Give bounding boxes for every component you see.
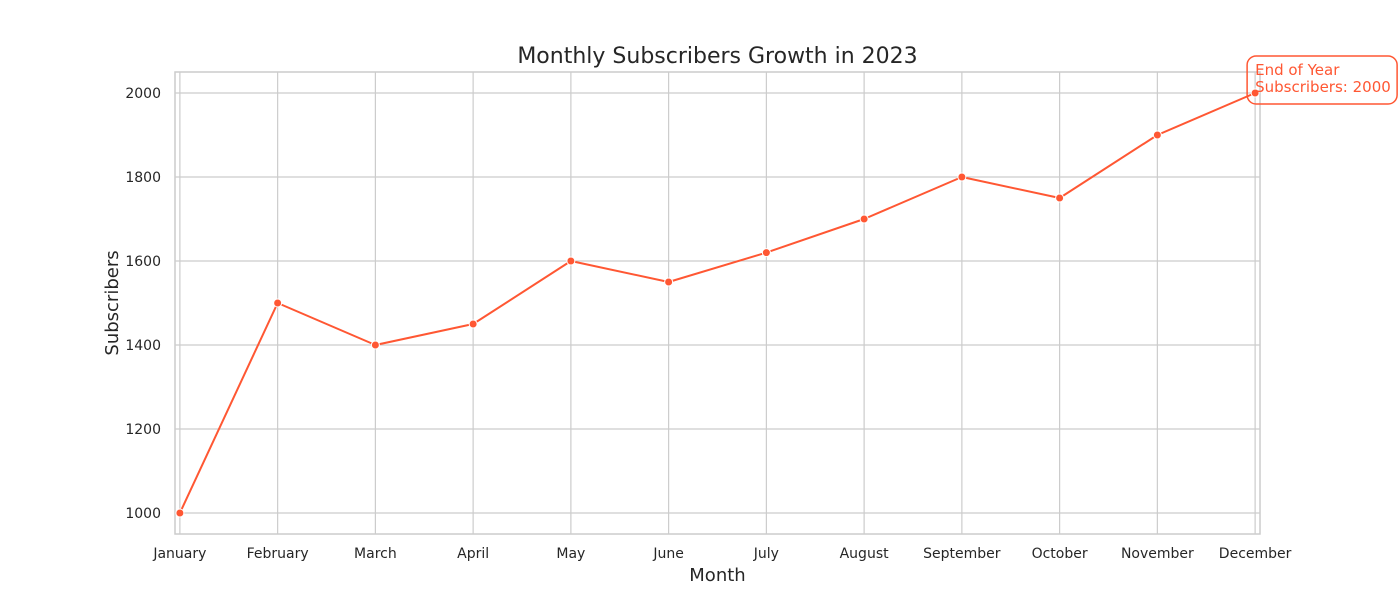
x-tick-label: January [152, 546, 206, 562]
series-line [178, 92, 1256, 514]
y-tick-labels: 1000 1200 1400 1600 1800 2000 [125, 86, 161, 522]
data-point [761, 248, 771, 258]
y-tick-label: 1200 [125, 422, 161, 438]
annotation: End of Year Subscribers: 2000 [1246, 55, 1398, 105]
x-tick-label: November [1121, 546, 1194, 562]
data-point [1152, 130, 1162, 140]
data-point [370, 340, 380, 350]
y-tick-label: 1000 [125, 506, 161, 522]
x-tick-label: February [247, 546, 309, 562]
x-tick-label: October [1032, 546, 1088, 562]
data-point [957, 172, 967, 182]
data-point [273, 298, 283, 308]
y-axis-label: Subscribers [102, 250, 123, 355]
y-tick-label: 1600 [125, 254, 161, 270]
data-point [859, 214, 869, 224]
x-tick-label: August [840, 546, 890, 562]
plot-frame [174, 71, 1261, 535]
x-tick-label: September [923, 546, 1001, 562]
data-point [175, 508, 185, 518]
data-point [664, 277, 674, 287]
x-tick-label: May [556, 546, 585, 562]
data-point [566, 256, 576, 266]
annotation-text: End of Year Subscribers: 2000 [1255, 61, 1391, 96]
annotation-box [1246, 55, 1398, 105]
x-axis-label: Month [689, 565, 745, 586]
x-tick-label: March [354, 546, 397, 562]
data-point [468, 319, 478, 329]
y-tick-label: 2000 [125, 86, 161, 102]
chart-title: Monthly Subscribers Growth in 2023 [517, 44, 917, 69]
x-tick-label: April [457, 546, 489, 562]
y-tick-label: 1800 [125, 170, 161, 186]
x-tick-label: December [1219, 546, 1292, 562]
x-tick-labels: January February March April May June July Augu… [152, 546, 1291, 562]
data-point [1055, 193, 1065, 203]
y-tick-label: 1400 [125, 338, 161, 354]
data-point [1250, 88, 1260, 98]
grid [175, 72, 1260, 534]
x-tick-label: July [753, 546, 779, 562]
series [175, 88, 1260, 518]
x-tick-label: June [652, 546, 684, 562]
